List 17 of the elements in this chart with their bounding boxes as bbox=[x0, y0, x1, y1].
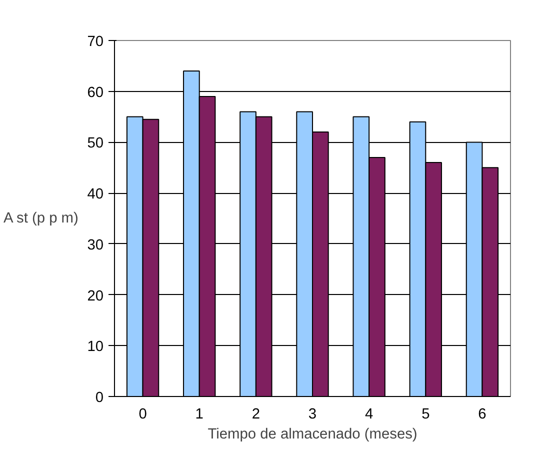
x-tick-label: 3 bbox=[308, 406, 317, 422]
y-tick-label: 30 bbox=[87, 237, 104, 254]
x-tick-label: 1 bbox=[195, 406, 204, 422]
y-tick-label: 0 bbox=[95, 390, 104, 406]
y-tick-label: 40 bbox=[87, 186, 104, 203]
x-tick-label: 2 bbox=[252, 406, 260, 422]
x-tick-label: 5 bbox=[422, 406, 430, 422]
y-tick-label: 10 bbox=[87, 339, 104, 356]
x-axis-title: Tiempo de almacenado (meses) bbox=[208, 426, 418, 442]
y-tick-label: 60 bbox=[87, 84, 104, 101]
y-tick-label: 70 bbox=[87, 34, 104, 50]
y-tick-label: 20 bbox=[87, 288, 104, 304]
x-tick-label: 4 bbox=[364, 406, 374, 422]
y-tick-label: 50 bbox=[87, 136, 104, 152]
x-tick-label: 0 bbox=[138, 406, 147, 422]
y-axis-title: A st (p p m) bbox=[3, 210, 78, 226]
x-tick-label: 6 bbox=[478, 406, 486, 422]
